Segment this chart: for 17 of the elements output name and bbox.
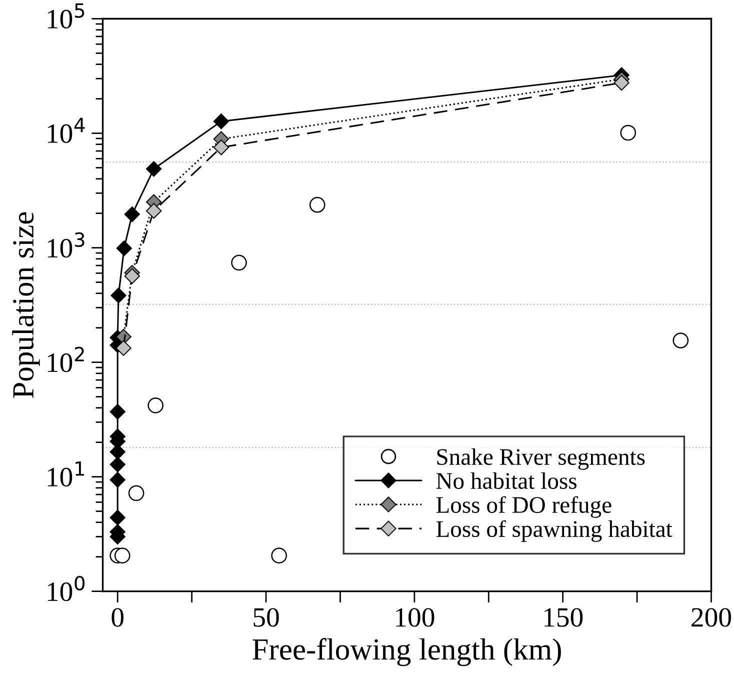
legend-label: Loss of spawning habitat (436, 520, 672, 542)
x-axis-title: Free-flowing length (km) (252, 638, 561, 666)
y-tick-label: 10$^{0}$ (48, 576, 85, 602)
y-tick-label: 10$^{3}$ (48, 232, 84, 258)
y-tick-label: 10$^{1}$ (48, 461, 84, 487)
legend-label: Loss of DO refuge (436, 496, 612, 518)
x-tick-label: 0 (112, 608, 124, 627)
legend-label: Snake River segments (437, 448, 645, 470)
legend-label: No habitat loss (436, 472, 576, 489)
y-tick-label: 10$^{5}$ (48, 3, 84, 28)
y-tick-label: 10$^{2}$ (48, 346, 84, 372)
y-axis-title: Population size (12, 212, 40, 398)
x-tick-label: 200 (692, 608, 732, 627)
x-tick-label: 100 (396, 608, 434, 627)
x-tick-label: 150 (544, 608, 583, 627)
x-tick-label: 50 (254, 608, 279, 627)
y-tick-label: 10$^{4}$ (48, 118, 85, 144)
